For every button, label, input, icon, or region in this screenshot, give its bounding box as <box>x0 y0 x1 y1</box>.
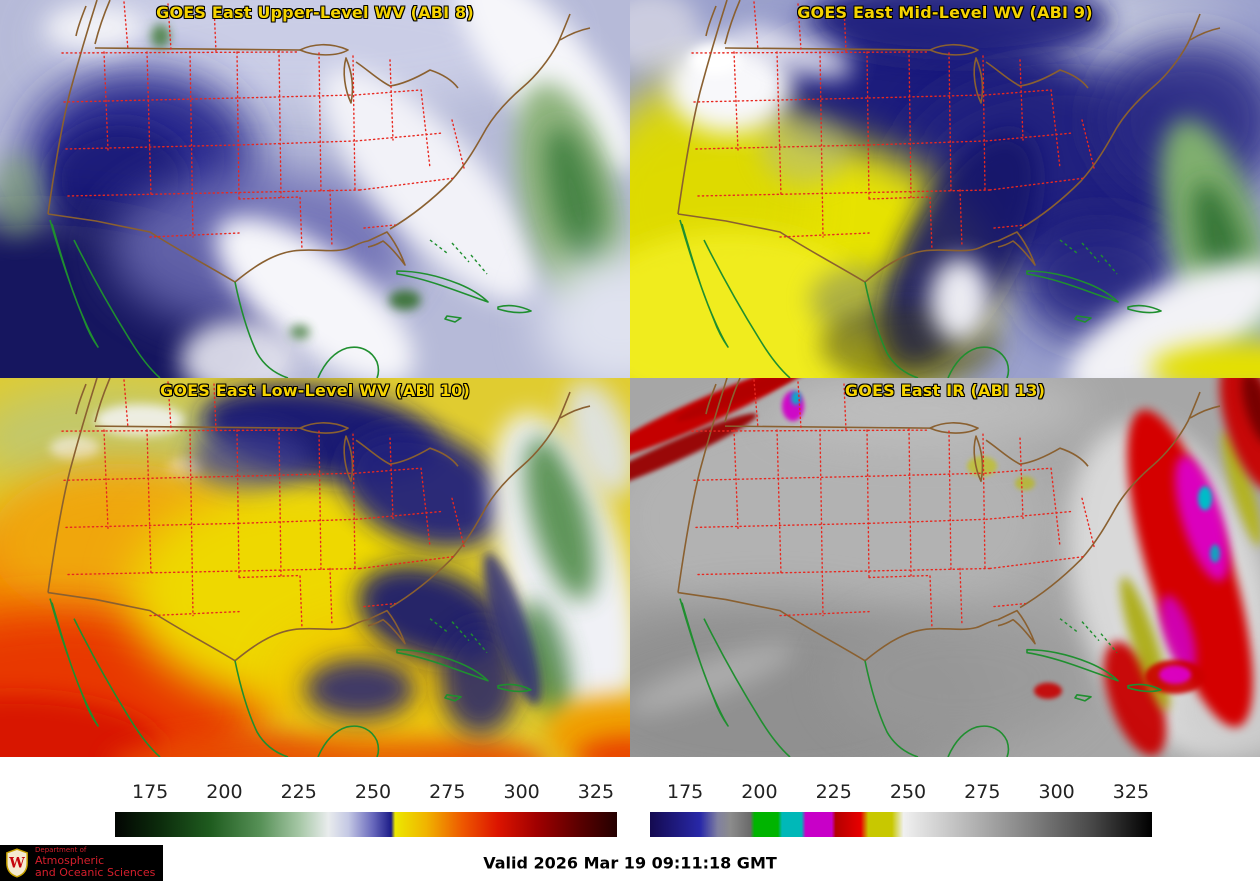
abi13-imagery <box>630 378 1260 757</box>
abi8-imagery <box>0 0 630 378</box>
colorbar-tick: 275 <box>964 781 1001 803</box>
colorbar-tick: 225 <box>280 781 317 803</box>
colorbar-tick: 325 <box>577 781 615 803</box>
logo-line-1: Atmospheric <box>35 853 105 867</box>
uw-crest-icon: W <box>6 848 28 878</box>
panel-abi10: GOES East Low-Level WV (ABI 10) <box>0 378 630 757</box>
panel-abi8: GOES East Upper-Level WV (ABI 8) <box>0 0 630 378</box>
panel-title-abi9: GOES East Mid-Level WV (ABI 9) <box>797 3 1093 22</box>
uw-aos-logo: W Department of Atmospheric and Oceanic … <box>0 845 163 881</box>
colorbar-row: 175 200 225 250 275 300 325 175 200 225 … <box>0 757 1260 845</box>
colorbar-tick: 225 <box>815 781 852 803</box>
logo-line-2: and Oceanic Sciences <box>35 865 156 879</box>
colorbar-tick: 250 <box>354 781 392 803</box>
colorbar-tick: 175 <box>131 781 169 803</box>
abi9-imagery <box>630 0 1260 378</box>
panel-title-abi8: GOES East Upper-Level WV (ABI 8) <box>156 3 474 22</box>
footer: W Department of Atmospheric and Oceanic … <box>0 845 1260 881</box>
colorbar-tick: 275 <box>429 781 466 803</box>
ir-colorbar-gradient <box>650 812 1152 837</box>
colorbar-tick: 200 <box>741 781 778 803</box>
colorbar-tick: 325 <box>1112 781 1150 803</box>
colorbar-tick: 250 <box>889 781 927 803</box>
colorbar-tick: 300 <box>503 781 540 803</box>
panel-title-abi13: GOES East IR (ABI 13) <box>844 381 1046 400</box>
panel-grid: GOES East Upper-Level WV (ABI 8) <box>0 0 1260 757</box>
wv-colorbar: 175 200 225 250 275 300 325 <box>115 757 617 845</box>
colorbar-tick: 300 <box>1038 781 1075 803</box>
valid-time: Valid 2026 Mar 19 09:11:18 GMT <box>483 853 777 873</box>
panel-title-abi10: GOES East Low-Level WV (ABI 10) <box>159 381 470 400</box>
ir-colorbar: 175 200 225 250 275 300 325 <box>650 757 1152 845</box>
colorbar-tick: 200 <box>206 781 243 803</box>
crest-letter: W <box>8 856 25 872</box>
logo-text: Department of Atmospheric and Oceanic Sc… <box>35 846 156 879</box>
panel-abi9: GOES East Mid-Level WV (ABI 9) <box>630 0 1260 378</box>
panel-abi13: GOES East IR (ABI 13) <box>630 378 1260 757</box>
colorbar-tick: 175 <box>666 781 704 803</box>
wv-colorbar-gradient <box>115 812 617 837</box>
logo-department-of: Department of <box>35 846 87 855</box>
abi10-imagery <box>0 378 630 757</box>
